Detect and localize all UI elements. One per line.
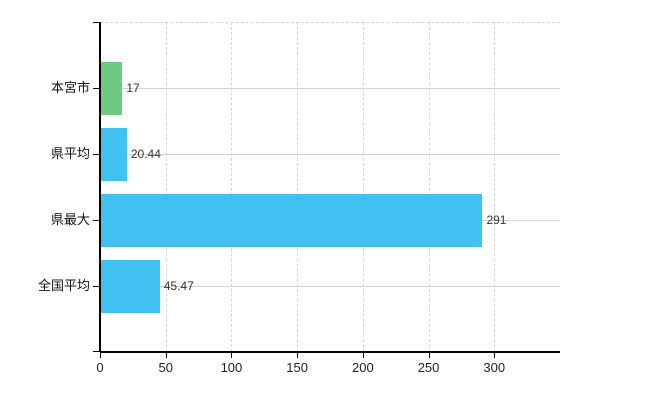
bar-value-label: 45.47 — [163, 279, 194, 293]
x-axis-tick — [297, 353, 299, 358]
horizontal-gridline — [100, 88, 560, 89]
plot-top-border — [100, 22, 560, 23]
x-axis-tick — [165, 353, 167, 358]
vertical-gridline — [231, 22, 233, 352]
category-label: 県最大 — [50, 212, 90, 227]
category-label: 本宮市 — [50, 80, 90, 95]
x-axis-tick-label: 100 — [220, 360, 243, 375]
y-axis-tick — [93, 22, 99, 23]
vertical-gridline — [165, 22, 167, 352]
bar-value-label: 20.44 — [130, 147, 161, 161]
category-label: 全国平均 — [37, 278, 90, 293]
y-axis-line — [99, 22, 101, 352]
x-axis-tick — [494, 353, 496, 358]
horizontal-gridline — [100, 154, 560, 155]
x-axis-tick — [231, 353, 233, 358]
vertical-gridline — [297, 22, 299, 352]
x-axis-tick — [428, 353, 430, 358]
x-axis-tick-label: 250 — [417, 360, 440, 375]
vertical-gridline — [362, 22, 364, 352]
x-axis-tick-label: 200 — [351, 360, 374, 375]
y-axis-tick — [93, 351, 99, 352]
x-axis-tick-label: 0 — [96, 360, 104, 375]
x-axis-tick-label: 300 — [483, 360, 506, 375]
bar-3 — [101, 259, 160, 313]
horizontal-gridline — [100, 286, 560, 287]
x-axis-tick-label: 150 — [286, 360, 308, 375]
category-label: 県平均 — [50, 146, 90, 161]
x-axis-line — [100, 351, 560, 353]
x-axis-tick-label: 50 — [158, 360, 173, 375]
y-axis-tick — [93, 154, 99, 155]
bar-value-label: 17 — [126, 81, 140, 95]
bar-1 — [101, 127, 127, 181]
y-axis-tick — [93, 220, 99, 221]
bar-2 — [101, 193, 483, 247]
x-axis-tick — [100, 353, 101, 358]
vertical-gridline — [428, 22, 430, 352]
y-axis-tick — [93, 88, 99, 89]
y-axis-tick — [93, 286, 99, 287]
bar-0 — [101, 61, 123, 115]
x-axis-tick — [362, 353, 364, 358]
vertical-gridline — [494, 22, 496, 352]
bar-value-label: 291 — [486, 213, 507, 227]
